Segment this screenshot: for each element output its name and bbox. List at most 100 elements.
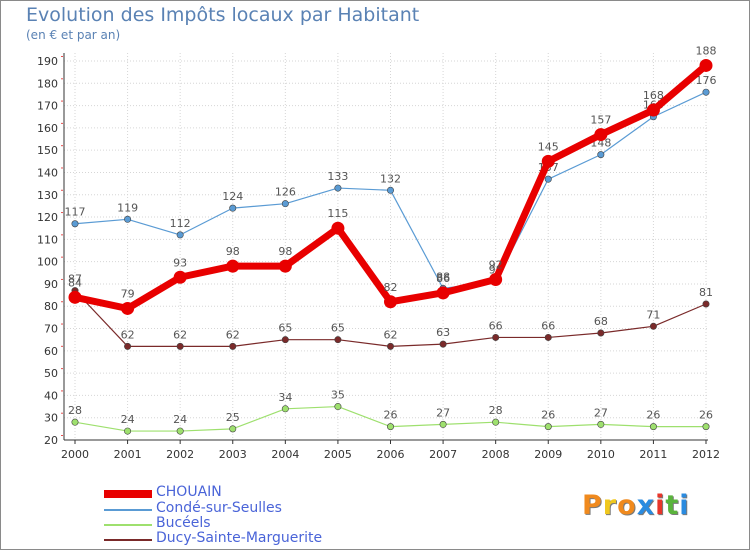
data-point-chouain — [331, 221, 345, 235]
data-point-chouain — [384, 295, 397, 309]
data-label-chouain: 157 — [590, 114, 611, 127]
data-point-ducy-sainte-marguerite — [492, 333, 500, 341]
data-label-chouain: 82 — [384, 281, 398, 294]
y-tick-label: 90 — [44, 278, 58, 291]
data-label-buc-els: 27 — [436, 406, 450, 419]
data-label-ducy-sainte-marguerite: 62 — [173, 328, 187, 341]
data-label-buc-els: 26 — [646, 409, 660, 422]
data-label-chouain: 92 — [489, 258, 503, 271]
data-point-chouain — [699, 58, 713, 72]
x-tick-label: 2008 — [482, 448, 510, 461]
data-label-ducy-sainte-marguerite: 62 — [226, 328, 240, 341]
data-label-cond-sur-seulles: 126 — [275, 186, 296, 199]
data-label-ducy-sainte-marguerite: 62 — [121, 328, 135, 341]
y-tick-label: 70 — [44, 323, 58, 336]
y-tick-label: 140 — [37, 166, 58, 179]
data-point-buc-els — [702, 423, 710, 431]
y-tick-label: 150 — [37, 144, 58, 157]
y-tick-label: 110 — [37, 233, 58, 246]
y-tick-label: 130 — [37, 189, 58, 202]
data-point-chouain — [594, 128, 608, 142]
data-label-cond-sur-seulles: 88 — [436, 270, 450, 283]
chart-title: Evolution des Impôts locaux par Habitant — [26, 4, 420, 26]
data-point-buc-els — [544, 423, 552, 431]
chart-subtitle: (en € et par an) — [26, 28, 121, 42]
data-label-cond-sur-seulles: 119 — [117, 201, 138, 214]
data-point-chouain — [646, 103, 660, 117]
data-point-ducy-sainte-marguerite — [386, 342, 394, 350]
plot-area — [64, 53, 708, 440]
data-label-cond-sur-seulles: 133 — [327, 170, 348, 183]
legend-label: Bucéels — [156, 515, 211, 531]
data-label-buc-els: 28 — [489, 404, 503, 417]
data-label-chouain: 84 — [68, 276, 82, 289]
data-label-chouain: 115 — [327, 207, 348, 220]
data-point-ducy-sainte-marguerite — [229, 342, 237, 350]
data-label-ducy-sainte-marguerite: 63 — [436, 326, 450, 339]
data-point-buc-els — [492, 418, 500, 426]
data-point-buc-els — [649, 423, 657, 431]
x-tick-label: 2012 — [692, 448, 720, 461]
data-label-chouain: 188 — [696, 44, 717, 57]
data-point-ducy-sainte-marguerite — [597, 329, 605, 337]
logo-letter: P — [582, 490, 603, 521]
data-point-ducy-sainte-marguerite — [544, 333, 552, 341]
data-point-cond-sur-seulles — [386, 186, 394, 194]
logo-letter: i — [679, 490, 690, 521]
y-tick-label: 100 — [37, 256, 58, 269]
data-label-chouain: 98 — [278, 245, 292, 258]
data-label-chouain: 93 — [173, 256, 187, 269]
y-tick-label: 120 — [37, 211, 58, 224]
data-point-buc-els — [229, 425, 237, 433]
data-label-chouain: 98 — [226, 245, 240, 258]
x-tick-label: 2007 — [429, 448, 457, 461]
x-tick-label: 2009 — [534, 448, 562, 461]
data-point-chouain — [541, 154, 555, 168]
y-tick-label: 60 — [44, 345, 58, 358]
data-point-ducy-sainte-marguerite — [649, 322, 657, 330]
x-tick-label: 2003 — [219, 448, 247, 461]
data-label-ducy-sainte-marguerite: 66 — [541, 319, 555, 332]
data-label-buc-els: 26 — [384, 409, 398, 422]
data-point-chouain — [278, 259, 292, 273]
y-tick-label: 180 — [37, 77, 58, 90]
x-tick-label: 2002 — [166, 448, 194, 461]
data-label-chouain: 79 — [121, 287, 135, 300]
legend-swatch — [104, 524, 152, 526]
logo-letter: o — [617, 490, 637, 521]
data-point-ducy-sainte-marguerite — [439, 340, 447, 348]
x-tick-label: 2011 — [639, 448, 667, 461]
data-point-cond-sur-seulles — [544, 175, 552, 183]
data-point-cond-sur-seulles — [176, 231, 184, 239]
logo-letter: i — [655, 490, 666, 521]
logo-letter: x — [636, 490, 656, 521]
data-point-buc-els — [124, 427, 132, 435]
data-point-cond-sur-seulles — [334, 184, 342, 192]
data-point-cond-sur-seulles — [597, 151, 605, 159]
y-tick-label: 160 — [37, 122, 58, 135]
data-point-cond-sur-seulles — [229, 204, 237, 212]
data-point-cond-sur-seulles — [281, 200, 289, 208]
legend-label: Ducy-Sainte-Marguerite — [156, 530, 323, 546]
data-label-buc-els: 24 — [173, 413, 187, 426]
data-point-cond-sur-seulles — [71, 220, 79, 228]
data-point-chouain — [226, 259, 240, 273]
legend-swatch — [104, 509, 152, 511]
legend-swatch — [104, 490, 152, 498]
legend-label: Condé-sur-Seulles — [156, 500, 282, 516]
data-point-cond-sur-seulles — [124, 215, 132, 223]
data-point-buc-els — [386, 423, 394, 431]
logo-letter: t — [665, 490, 680, 521]
y-tick-label: 50 — [44, 367, 58, 380]
data-label-ducy-sainte-marguerite: 81 — [699, 286, 713, 299]
x-tick-label: 2001 — [114, 448, 142, 461]
data-label-buc-els: 26 — [699, 409, 713, 422]
x-tick-label: 2010 — [587, 448, 615, 461]
data-label-cond-sur-seulles: 124 — [222, 190, 243, 203]
data-label-buc-els: 27 — [594, 406, 608, 419]
data-label-ducy-sainte-marguerite: 87 — [68, 273, 82, 286]
y-tick-label: 40 — [44, 389, 58, 402]
y-tick-label: 20 — [44, 434, 58, 447]
data-point-cond-sur-seulles — [702, 88, 710, 96]
x-tick-label: 2004 — [271, 448, 299, 461]
